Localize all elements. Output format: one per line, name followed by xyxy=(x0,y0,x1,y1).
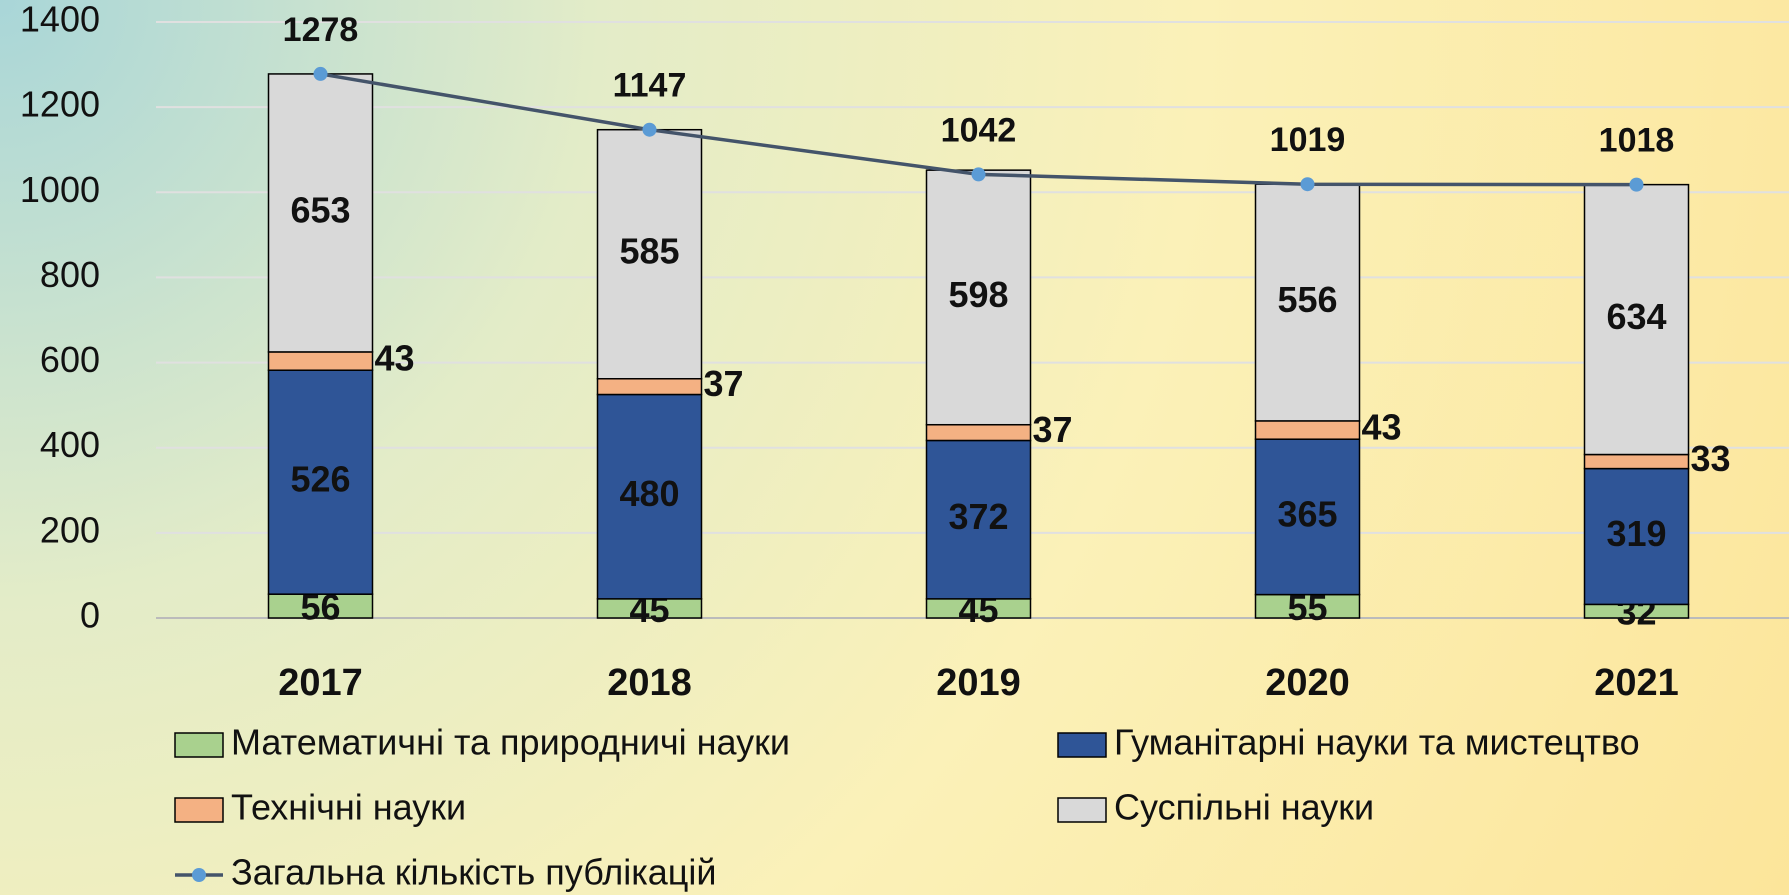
y-tick-label: 800 xyxy=(40,254,100,295)
data-label: 1018 xyxy=(1599,122,1675,160)
bar-segment xyxy=(1254,183,1361,422)
y-tick-label: 1200 xyxy=(20,84,100,125)
legend-label: Математичні та природничі науки xyxy=(231,722,790,763)
legend-marker xyxy=(192,868,206,882)
bar-segment xyxy=(1254,438,1361,596)
data-label: 1042 xyxy=(941,111,1017,149)
bar-segment xyxy=(267,73,374,353)
legend-swatch xyxy=(174,797,224,823)
legend-swatch xyxy=(1057,797,1107,823)
data-label: 1278 xyxy=(283,11,359,49)
data-label: 598 xyxy=(948,274,1008,315)
bar-segment xyxy=(1583,453,1690,470)
line-marker xyxy=(313,66,328,81)
data-label: 33 xyxy=(1691,438,1731,479)
bar-segment xyxy=(925,423,1032,442)
legend-label: Загальна кількість публікацій xyxy=(231,852,717,893)
line-marker xyxy=(1300,177,1315,192)
legend-label: Технічні науки xyxy=(231,787,466,828)
data-label: 37 xyxy=(704,363,744,404)
data-label: 37 xyxy=(1033,409,1073,450)
legend-label: Суспільні науки xyxy=(1114,787,1374,828)
bar-segment xyxy=(267,351,374,371)
data-label: 43 xyxy=(375,338,415,379)
data-label: 43 xyxy=(1362,407,1402,448)
data-label: 372 xyxy=(948,496,1008,537)
bar-segment xyxy=(1254,420,1361,440)
bar-segment xyxy=(596,377,703,396)
data-label: 585 xyxy=(619,231,679,272)
data-label: 319 xyxy=(1606,513,1666,554)
data-label: 526 xyxy=(290,459,350,500)
x-tick-label: 2021 xyxy=(1594,662,1679,704)
x-tick-label: 2019 xyxy=(936,662,1021,704)
line-marker xyxy=(642,122,657,137)
bar-segment xyxy=(1583,467,1690,606)
data-label: 1147 xyxy=(613,67,687,105)
data-label: 634 xyxy=(1606,296,1666,337)
line-marker xyxy=(971,167,986,182)
data-label: 1019 xyxy=(1270,121,1346,159)
data-label: 556 xyxy=(1277,279,1337,320)
x-tick-label: 2020 xyxy=(1265,662,1350,704)
bar-segment xyxy=(267,369,374,595)
legend-swatch xyxy=(1057,732,1107,758)
data-label: 365 xyxy=(1277,493,1337,534)
y-tick-label: 600 xyxy=(40,339,100,380)
x-tick-label: 2017 xyxy=(278,662,363,704)
bar-segment xyxy=(925,439,1032,600)
y-tick-label: 200 xyxy=(40,509,100,550)
y-tick-label: 1400 xyxy=(20,0,100,40)
bar-segment xyxy=(1583,183,1690,456)
bar-segment xyxy=(596,128,703,380)
y-tick-label: 0 xyxy=(80,595,100,636)
bar-segment xyxy=(925,169,1032,426)
data-label: 653 xyxy=(290,189,350,230)
data-label: 480 xyxy=(619,473,679,514)
x-tick-label: 2018 xyxy=(607,662,692,704)
line-marker xyxy=(1629,177,1644,192)
y-tick-label: 1000 xyxy=(20,169,100,210)
bar-segment xyxy=(596,393,703,600)
legend-label: Гуманітарні науки та мистецтво xyxy=(1114,722,1640,763)
legend-swatch xyxy=(174,732,224,758)
y-tick-label: 400 xyxy=(40,424,100,465)
